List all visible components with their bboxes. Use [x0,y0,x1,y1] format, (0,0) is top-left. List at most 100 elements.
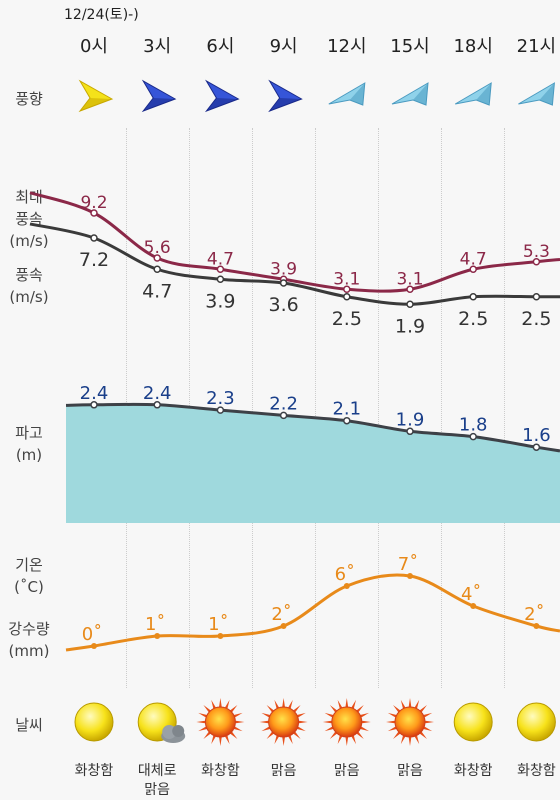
wave-point [406,427,414,436]
hour-label: 9시 [269,36,298,57]
grid-line [252,128,253,688]
wind-point [90,209,98,217]
max-wind-label: 최대 풍속 (m/s) [9,188,49,250]
weather-description: 맑음 [333,763,360,779]
weather-description: 대체로 맑음 [137,763,177,798]
temperature-value: 2˚ [524,604,544,625]
sun-bright-icon [259,698,308,746]
rain-label: 강수량 (mm) [8,620,50,660]
temperature-value: 6˚ [335,564,355,585]
wind-direction-row [78,79,555,113]
weather-description: 화창함 [453,763,493,779]
wind-point [532,258,541,266]
max-wind-value: 4.7 [460,249,487,269]
sun-pale-icon [74,702,114,742]
temperature-point [217,633,224,639]
arrow-yellow-icon [78,79,114,113]
wind-point [469,293,477,301]
max-wind-value: 5.3 [523,242,550,262]
hour-label: 0시 [79,36,108,57]
wind-label: 풍속 (m/s) [9,266,49,306]
max-wind-value: 3.1 [396,269,423,289]
wind-point [343,293,351,301]
weather-icon-row [74,698,556,746]
wind-point [153,265,161,273]
wind-point [532,293,541,301]
grid-line [504,128,505,688]
wave-point [532,443,541,451]
wave-label: 파고 (m) [15,424,43,464]
weather-description: 화창함 [201,763,240,779]
max-wind-value: 3.9 [270,259,297,279]
wind-point [279,279,288,287]
wind-point [343,285,351,293]
max-wind-value: 3.1 [333,269,360,289]
wave-value: 2.2 [269,393,298,414]
sun-bright-icon [196,698,245,746]
wave-point [469,432,477,441]
weather-label: 날씨 [15,716,43,734]
max-wind-value: 5.6 [144,238,171,258]
temperature-value: 7˚ [398,554,418,575]
wind-value: 2.5 [332,308,362,330]
wind-point [406,285,414,293]
wind-point [216,265,225,273]
temperature-point [91,643,97,649]
arrow-lightblue-icon [518,82,555,106]
wave-point [216,406,225,414]
max-wind-value: 9.2 [80,193,107,213]
wind-value: 4.7 [142,280,172,302]
arrow-lightblue-icon [454,82,492,106]
wave-value: 2.3 [206,388,235,409]
wind-chart: 9.2 5.6 4.7 3.9 3.1 3.1 4.7 5.3 7.2 4.7 3.9 3.6 2.5 1… [29,191,560,337]
weather-description: 화창함 [517,763,556,779]
max-wind-value: 4.7 [207,249,234,269]
temperature-value: 0˚ [82,624,102,645]
grid-line [378,128,379,688]
temperature-value: 2˚ [271,604,291,625]
arrow-blue-icon [204,79,240,113]
wave-line [65,402,560,453]
hour-label: 3시 [143,36,172,57]
wind-value: 2.5 [458,308,488,330]
date-label[interactable]: 12/24(토)-) [64,7,139,23]
sun-pale-icon [453,702,493,742]
arrow-lightblue-icon [328,82,366,106]
wind-direction-label: 풍향 [15,90,43,108]
wave-value: 1.8 [459,415,488,436]
wind-value: 3.6 [268,294,298,316]
hour-label: 15시 [390,36,430,57]
sun-cloud-icon [137,702,186,743]
wind-value: 7.2 [79,249,109,271]
wave-value: 2.4 [80,383,109,404]
max-wind-line [29,191,560,293]
temperature-value: 1˚ [145,614,165,635]
weather-description: 맑음 [397,763,423,779]
wave-point [279,411,288,420]
temperature-chart: 0˚ 1˚ 1˚ 2˚ 6˚ 7˚ 4˚ 2˚ [65,554,560,652]
wind-point [406,300,414,308]
wind-value: 3.9 [205,290,235,312]
wind-value: 2.5 [521,308,551,330]
wave-point [343,416,351,425]
temperature-point [343,583,350,589]
hour-label: 18시 [453,36,493,57]
temperature-point [280,623,287,629]
grid-line [315,128,316,688]
wind-point [469,265,477,273]
temperature-point [470,603,477,609]
weather-description: 맑음 [270,763,297,779]
temperature-point [533,623,540,629]
weather-description: 화창함 [74,763,114,779]
wind-point [90,234,98,242]
sun-pale-icon [516,702,556,742]
wave-value: 2.4 [143,383,172,404]
wind-point [153,254,161,262]
sun-bright-icon [322,698,371,746]
wave-value: 2.1 [332,399,361,420]
wave-value: 1.9 [396,409,425,430]
sun-bright-icon [386,698,434,746]
temp-label: 기온 (˚C) [14,556,44,596]
temperature-value: 1˚ [208,614,228,635]
arrow-blue-icon [268,79,303,113]
